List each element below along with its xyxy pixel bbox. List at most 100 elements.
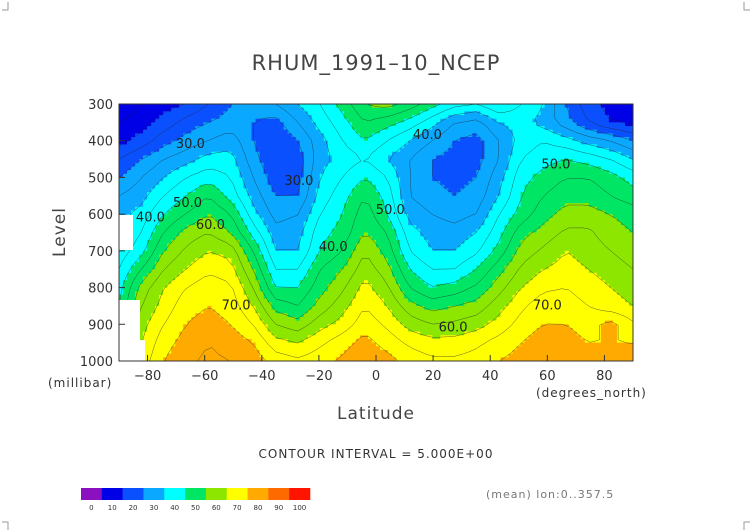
heatmap-cell — [624, 217, 630, 223]
heatmap-cell — [199, 184, 204, 190]
heatmap-cell — [167, 118, 172, 123]
heatmap-cell — [492, 162, 498, 168]
heatmap-cell — [255, 144, 261, 149]
heatmap-cell — [147, 214, 152, 219]
heatmap-cell — [119, 107, 124, 112]
heatmap-cell — [424, 104, 429, 109]
heatmap-cell — [231, 162, 237, 168]
heatmap-cell — [484, 239, 490, 245]
heatmap-cell — [319, 159, 325, 164]
heatmap-cell — [211, 228, 216, 234]
heatmap-cell — [408, 243, 413, 248]
heatmap-cell — [195, 206, 200, 212]
heatmap-cell — [540, 217, 546, 223]
heatmap-cell — [235, 177, 241, 182]
heatmap-cell — [564, 159, 570, 164]
heatmap-cell — [624, 232, 630, 237]
heatmap-cell — [388, 181, 393, 186]
heatmap-cell — [416, 181, 421, 186]
heatmap-cell — [472, 188, 477, 193]
heatmap-cell — [420, 148, 425, 153]
heatmap-cell — [355, 177, 361, 182]
heatmap-cell — [384, 107, 389, 112]
heatmap-cell — [223, 126, 229, 131]
heatmap-cell — [235, 236, 241, 241]
heatmap-cell — [195, 162, 200, 168]
heatmap-cell — [580, 111, 586, 116]
heatmap-cell — [424, 217, 429, 223]
heatmap-cell — [420, 221, 425, 226]
heatmap-cell — [307, 133, 313, 138]
heatmap-cell — [528, 115, 534, 120]
heatmap-cell — [568, 225, 574, 230]
heatmap-cell — [147, 126, 152, 131]
heatmap-cell — [616, 232, 622, 237]
heatmap-cell — [600, 214, 606, 219]
heatmap-cell — [355, 126, 361, 131]
heatmap-cell — [299, 195, 305, 201]
heatmap-cell — [127, 155, 132, 160]
heatmap-cell — [179, 177, 184, 182]
heatmap-cell — [203, 173, 208, 179]
heatmap-cell — [259, 122, 265, 127]
heatmap-cell — [351, 166, 357, 171]
heatmap-cell — [187, 236, 192, 241]
heatmap-cell — [231, 225, 237, 230]
heatmap-cell — [123, 181, 128, 186]
heatmap-cell — [239, 239, 245, 245]
heatmap-cell — [428, 239, 433, 245]
heatmap-cell — [219, 217, 225, 223]
heatmap-cell — [159, 195, 164, 201]
heatmap-cell — [620, 203, 626, 208]
heatmap-cell — [199, 129, 204, 134]
heatmap-cell — [327, 137, 333, 142]
heatmap-cell — [540, 225, 546, 230]
heatmap-cell — [219, 133, 225, 138]
heatmap-cell — [480, 192, 486, 197]
heatmap-cell — [199, 239, 204, 245]
heatmap-cell — [159, 184, 164, 190]
heatmap-cell — [131, 159, 136, 164]
heatmap-cell — [279, 151, 285, 156]
heatmap-cell — [620, 155, 626, 160]
heatmap-cell — [359, 159, 365, 164]
heatmap-cell — [540, 162, 546, 168]
heatmap-cell — [436, 203, 441, 208]
heatmap-cell — [532, 144, 538, 149]
heatmap-cell — [520, 177, 526, 182]
heatmap-cell — [444, 181, 449, 186]
heatmap-cell — [159, 221, 164, 226]
heatmap-cell — [384, 151, 389, 156]
heatmap-cell — [436, 181, 441, 186]
heatmap-cell — [351, 239, 357, 245]
heatmap-cell — [444, 148, 449, 153]
heatmap-cell — [600, 203, 606, 208]
heatmap-cell — [307, 111, 313, 116]
heatmap-cell — [536, 221, 542, 226]
heatmap-cell — [339, 166, 345, 171]
heatmap-cell — [520, 188, 526, 193]
heatmap-cell — [227, 162, 233, 168]
heatmap-cell — [552, 236, 558, 241]
heatmap-cell — [131, 239, 136, 245]
heatmap-cell — [187, 144, 192, 149]
heatmap-cell — [239, 104, 245, 109]
heatmap-cell — [223, 144, 229, 149]
heatmap-cell — [323, 195, 329, 201]
heatmap-cell — [520, 221, 526, 226]
heatmap-cell — [339, 221, 345, 226]
heatmap-cell — [247, 159, 253, 164]
heatmap-cell — [548, 126, 554, 131]
heatmap-cell — [303, 144, 309, 149]
heatmap-cell — [207, 151, 212, 156]
heatmap-cell — [484, 129, 490, 134]
heatmap-cell — [616, 151, 622, 156]
heatmap-cell — [327, 155, 333, 160]
heatmap-cell — [412, 159, 417, 164]
heatmap-cell — [259, 159, 265, 164]
heatmap-cell — [476, 181, 482, 186]
heatmap-cell — [207, 228, 212, 234]
heatmap-cell — [568, 159, 574, 164]
heatmap-cell — [175, 221, 180, 226]
heatmap-cell — [243, 162, 249, 168]
